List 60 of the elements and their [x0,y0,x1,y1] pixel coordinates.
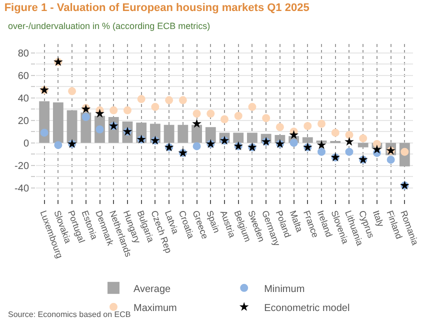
point [289,130,298,139]
bar [302,137,313,143]
chart-title: Figure 1 - Valuation of European housing markets Q1 2025 [4,2,310,14]
point [316,140,326,150]
point [318,148,326,156]
point [68,87,76,96]
legend-label: Econometric model [264,302,350,314]
point [137,95,146,104]
point [54,141,62,150]
x-tick-label: Spain [204,209,222,234]
y-tick-label: 0 [23,138,30,150]
legend-label: Average [134,284,172,295]
y-tick-label: -20 [14,160,30,172]
point [123,106,132,114]
point [331,128,340,137]
x-tick-label: Malta [288,209,305,234]
bar [52,102,64,143]
point [372,144,382,154]
point [248,102,256,111]
point [192,142,201,150]
point [178,96,187,104]
point [304,122,312,130]
point [220,115,228,124]
point [234,112,242,120]
point [276,123,284,132]
point [40,128,48,137]
chart-subtitle: over-/undervaluation in % (according ECB metrics) [8,21,210,31]
y-tick-label: -40 [14,183,30,194]
y-tick-label: 80 [18,48,30,60]
bar [192,124,202,143]
point [206,110,215,118]
point [372,140,381,148]
bar [358,142,368,148]
x-tick-label: Italy [370,209,386,229]
legend-label: Maximum [134,302,177,314]
bar [66,110,78,143]
point [345,148,354,156]
point [386,156,395,164]
point [359,134,368,142]
bar [164,124,174,143]
point [318,120,326,128]
bar [233,132,244,143]
point [192,110,201,118]
bar [178,124,188,143]
y-tick-label: 20 [18,116,30,127]
point [110,106,118,114]
point [262,114,270,122]
point [290,138,298,147]
point [95,108,104,118]
point [82,113,90,122]
point [344,136,354,146]
point [345,130,354,139]
point [192,118,202,128]
y-tick-label: 40 [18,93,30,104]
bar [247,132,258,143]
y-tick-label: 60 [18,70,30,82]
point [165,96,174,104]
legend-label: Minimum [264,284,305,295]
point [151,102,160,111]
source-note: Source: Economics based on ECB [8,310,131,319]
